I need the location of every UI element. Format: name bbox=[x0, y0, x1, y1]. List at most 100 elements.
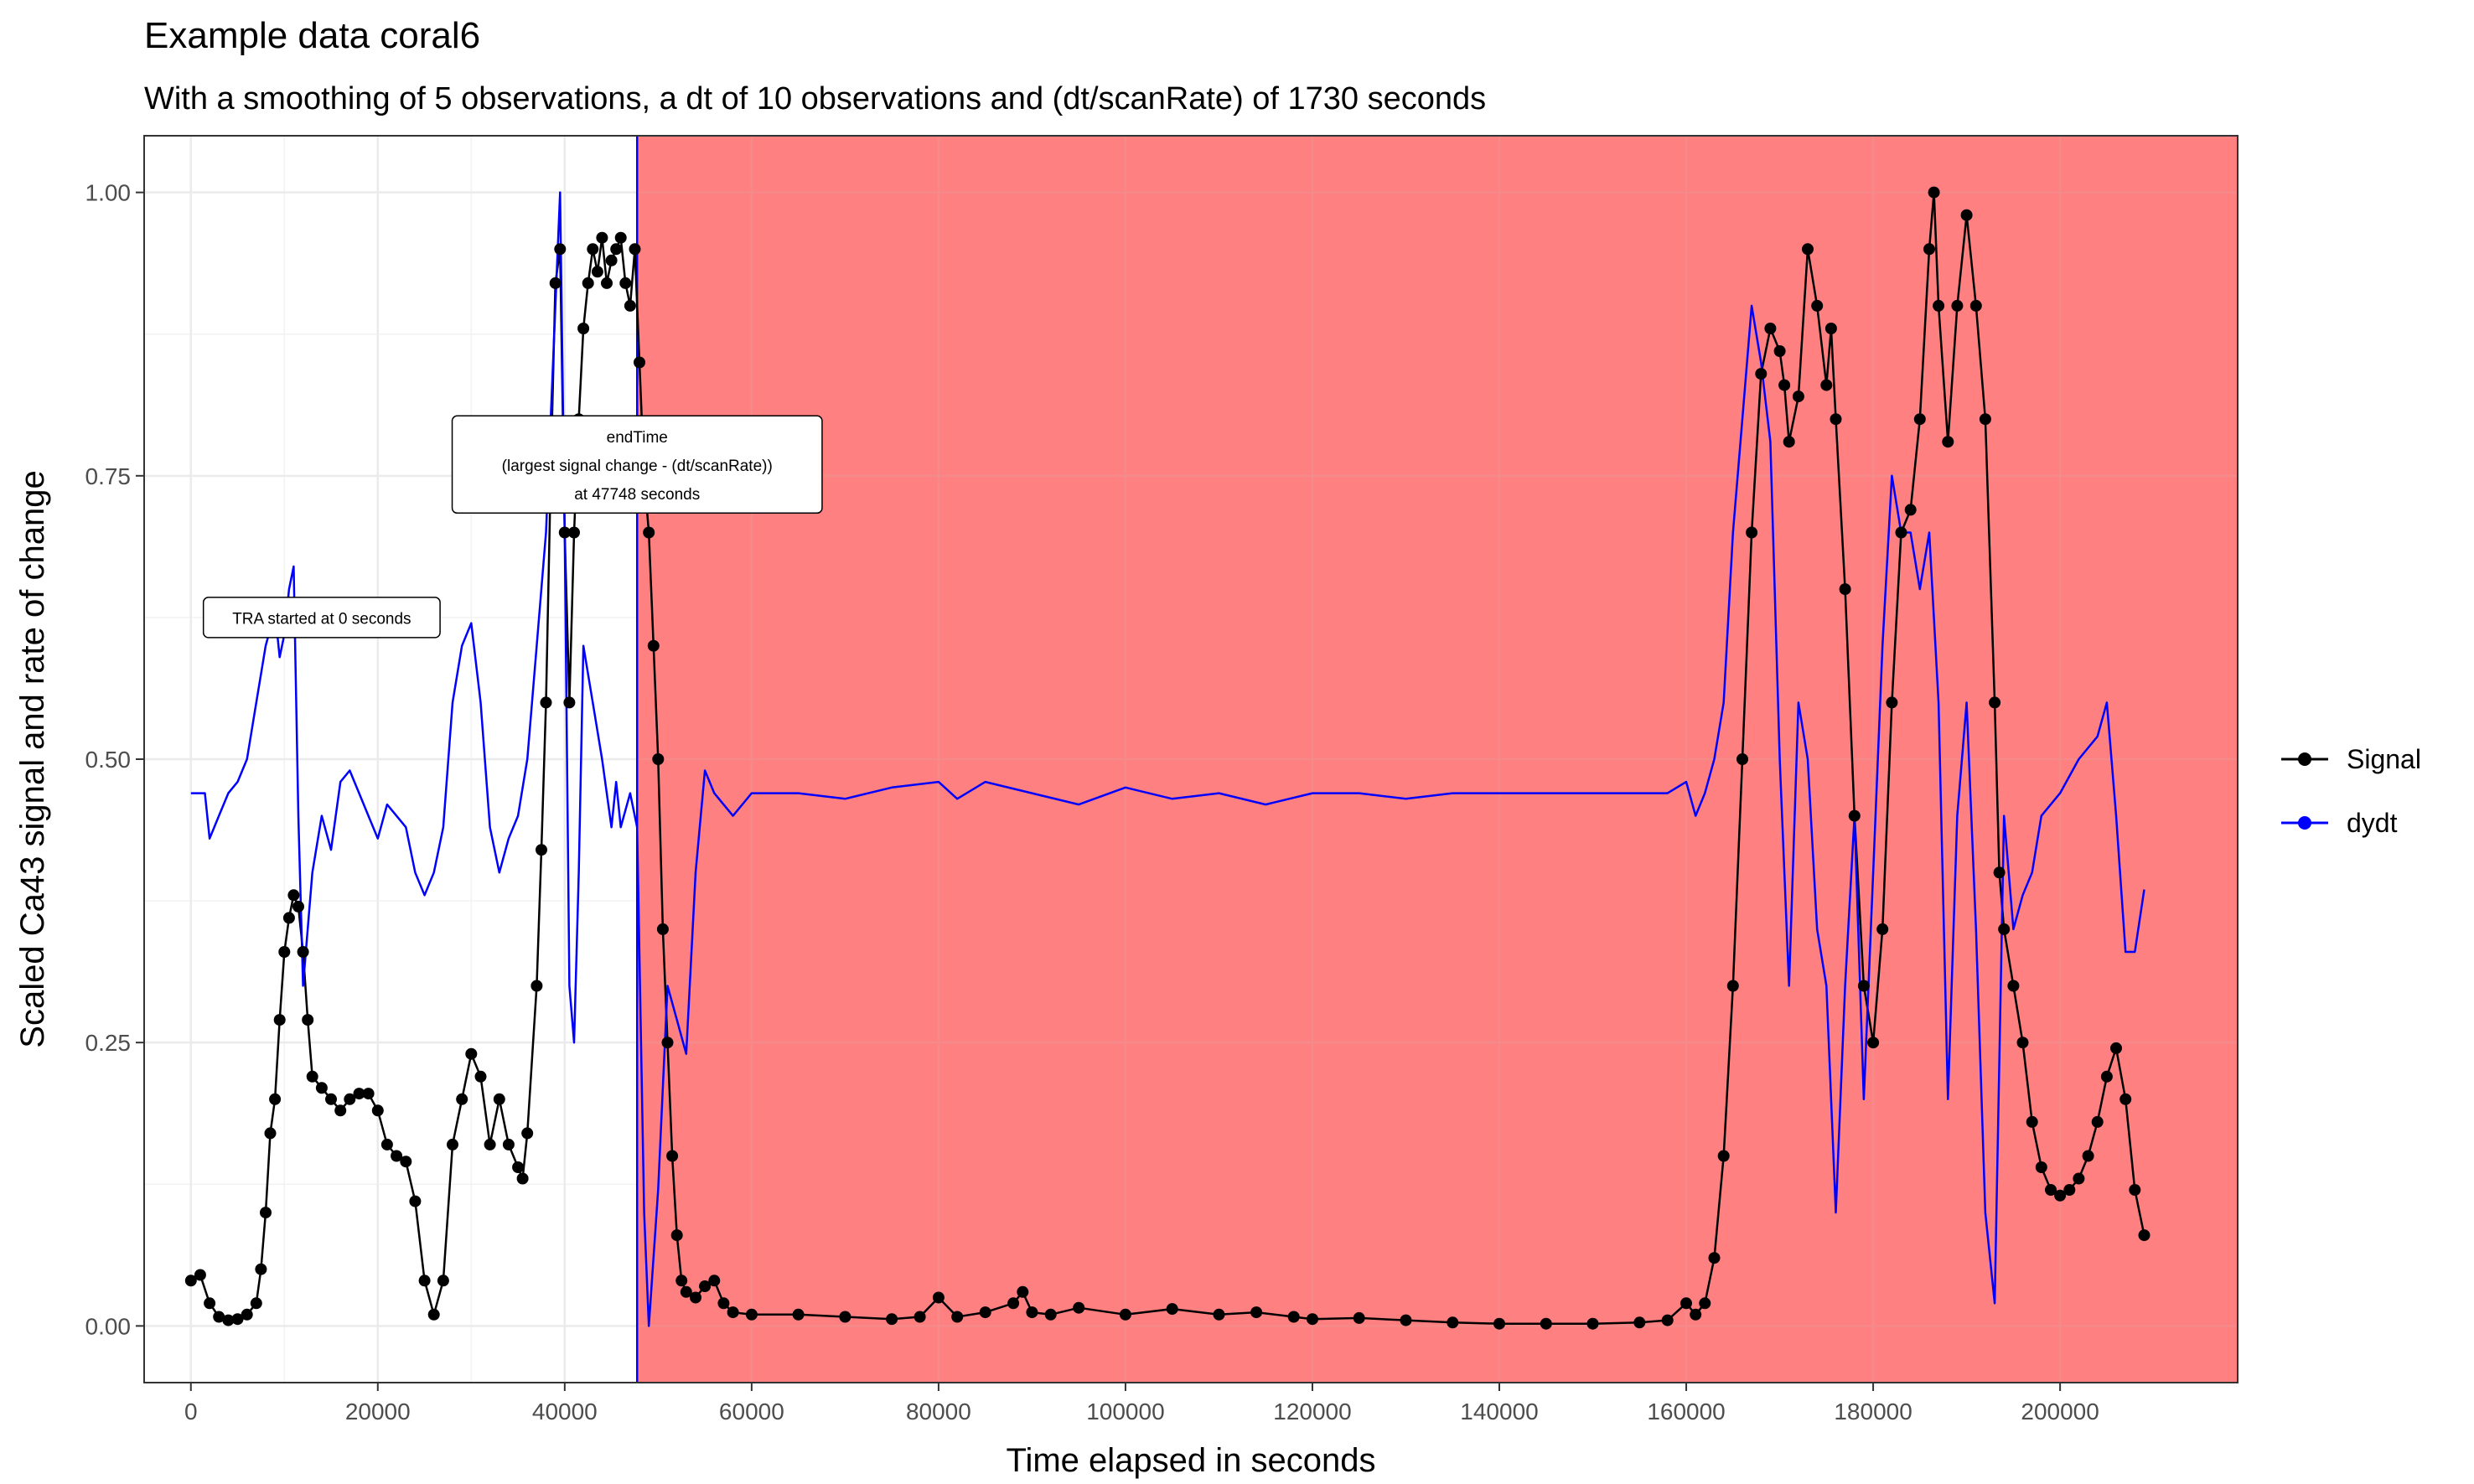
data-point-signal bbox=[391, 1150, 403, 1162]
data-point-signal bbox=[2110, 1042, 2122, 1054]
data-point-signal bbox=[914, 1311, 926, 1323]
y-tick-label: 0.50 bbox=[85, 747, 132, 773]
data-point-signal bbox=[1839, 583, 1851, 596]
data-point-signal bbox=[241, 1308, 253, 1321]
y-tick-label: 0.00 bbox=[85, 1313, 132, 1339]
data-point-signal bbox=[601, 277, 613, 289]
data-point-signal bbox=[1951, 299, 1964, 312]
data-point-signal bbox=[292, 900, 304, 913]
data-point-signal bbox=[1680, 1297, 1692, 1310]
series-points bbox=[184, 186, 2151, 1330]
data-point-signal bbox=[353, 1088, 365, 1100]
data-point-signal bbox=[540, 696, 552, 709]
y-axis-title: Scaled Ca43 signal and rate of change bbox=[14, 470, 51, 1047]
data-point-signal bbox=[1447, 1316, 1459, 1329]
data-point-signal bbox=[605, 254, 618, 266]
data-point-signal bbox=[1540, 1317, 1552, 1330]
data-point-signal bbox=[1998, 923, 2011, 935]
data-point-signal bbox=[260, 1207, 272, 1219]
data-point-signal bbox=[1661, 1314, 1674, 1326]
data-point-signal bbox=[521, 1127, 534, 1140]
data-point-signal bbox=[2129, 1184, 2141, 1196]
data-point-signal bbox=[1746, 526, 1758, 539]
data-point-signal bbox=[536, 844, 547, 856]
y-axis-ticks: 0.00 0.25 0.50 0.75 1.00 bbox=[85, 180, 144, 1339]
y-tick-label: 0.75 bbox=[85, 463, 132, 489]
data-point-signal bbox=[1848, 809, 1861, 822]
annotation-text: at 47748 seconds bbox=[574, 486, 700, 504]
annotation-label: endTime (largest signal change - (dt/scan… bbox=[451, 415, 823, 514]
data-point-signal bbox=[675, 1275, 688, 1287]
data-point-signal bbox=[558, 526, 571, 539]
legend-item-dydt: dydt bbox=[2281, 808, 2398, 838]
data-point-signal bbox=[1586, 1317, 1599, 1330]
plot-area: TRA started at 0 seconds endTime (largest … bbox=[143, 135, 2239, 1383]
data-point-signal bbox=[1867, 1037, 1880, 1049]
data-point-signal bbox=[680, 1285, 692, 1298]
data-point-signal bbox=[727, 1306, 739, 1319]
data-point-signal bbox=[1993, 866, 2006, 879]
x-axis-title: Time elapsed in seconds bbox=[1007, 1442, 1376, 1479]
data-point-signal bbox=[512, 1161, 525, 1173]
data-point-signal bbox=[1886, 696, 1898, 709]
data-point-signal bbox=[1802, 243, 1814, 256]
data-point-signal bbox=[437, 1275, 449, 1287]
data-point-signal bbox=[1307, 1313, 1318, 1326]
data-point-signal bbox=[302, 1014, 314, 1026]
data-point-signal bbox=[306, 1070, 318, 1083]
data-point-signal bbox=[1044, 1308, 1057, 1321]
data-point-signal bbox=[194, 1269, 206, 1281]
data-point-signal bbox=[951, 1311, 964, 1323]
data-point-signal bbox=[1287, 1311, 1300, 1323]
data-point-signal bbox=[1213, 1308, 1225, 1321]
annotation-label: TRA started at 0 seconds bbox=[202, 597, 441, 639]
data-point-signal bbox=[427, 1308, 440, 1321]
data-point-signal bbox=[1017, 1285, 1029, 1298]
legend: Signal dydt bbox=[2281, 744, 2421, 838]
data-point-signal bbox=[577, 323, 590, 334]
data-point-signal bbox=[2026, 1115, 2038, 1128]
data-point-signal bbox=[493, 1093, 505, 1105]
data-point-signal bbox=[610, 243, 623, 256]
data-point-signal bbox=[465, 1047, 478, 1060]
chart-title: Example data coral6 bbox=[144, 15, 480, 56]
data-point-signal bbox=[1824, 323, 1837, 334]
legend-item-signal: Signal bbox=[2281, 744, 2421, 774]
data-point-signal bbox=[297, 946, 309, 958]
data-point-signal bbox=[456, 1093, 468, 1105]
data-point-signal bbox=[2082, 1150, 2094, 1162]
data-point-signal bbox=[643, 526, 655, 539]
data-point-signal bbox=[979, 1306, 991, 1319]
y-tick-label: 1.00 bbox=[85, 180, 132, 206]
data-point-signal bbox=[670, 1229, 683, 1242]
data-point-signal bbox=[222, 1314, 235, 1326]
data-point-signal bbox=[204, 1297, 216, 1310]
data-point-signal bbox=[1811, 299, 1824, 312]
data-point-signal bbox=[656, 923, 669, 935]
legend-key-point bbox=[2298, 816, 2311, 830]
data-point-signal bbox=[591, 266, 603, 278]
y-tick-label: 0.25 bbox=[85, 1030, 132, 1056]
data-point-signal bbox=[1792, 390, 1804, 403]
data-point-signal bbox=[250, 1297, 262, 1310]
data-point-signal bbox=[1923, 243, 1935, 256]
data-point-signal bbox=[886, 1313, 898, 1326]
data-point-signal bbox=[2119, 1093, 2132, 1105]
data-point-signal bbox=[213, 1311, 225, 1323]
data-point-signal bbox=[1726, 980, 1739, 992]
data-point-signal bbox=[409, 1195, 422, 1207]
data-point-signal bbox=[380, 1138, 393, 1150]
shaded-region-layer bbox=[635, 136, 2238, 1383]
data-point-signal bbox=[1119, 1308, 1131, 1321]
x-tick-label: 180000 bbox=[1834, 1399, 1912, 1425]
data-point-signal bbox=[334, 1104, 347, 1117]
series-line-dydt bbox=[190, 191, 2145, 1327]
data-point-signal bbox=[1989, 696, 2001, 709]
annotation-text: endTime bbox=[607, 429, 668, 447]
data-point-signal bbox=[624, 299, 636, 312]
legend-key-point bbox=[2298, 752, 2311, 766]
data-point-signal bbox=[315, 1082, 328, 1094]
data-point-signal bbox=[1960, 209, 1973, 221]
annotation-box bbox=[202, 597, 441, 639]
